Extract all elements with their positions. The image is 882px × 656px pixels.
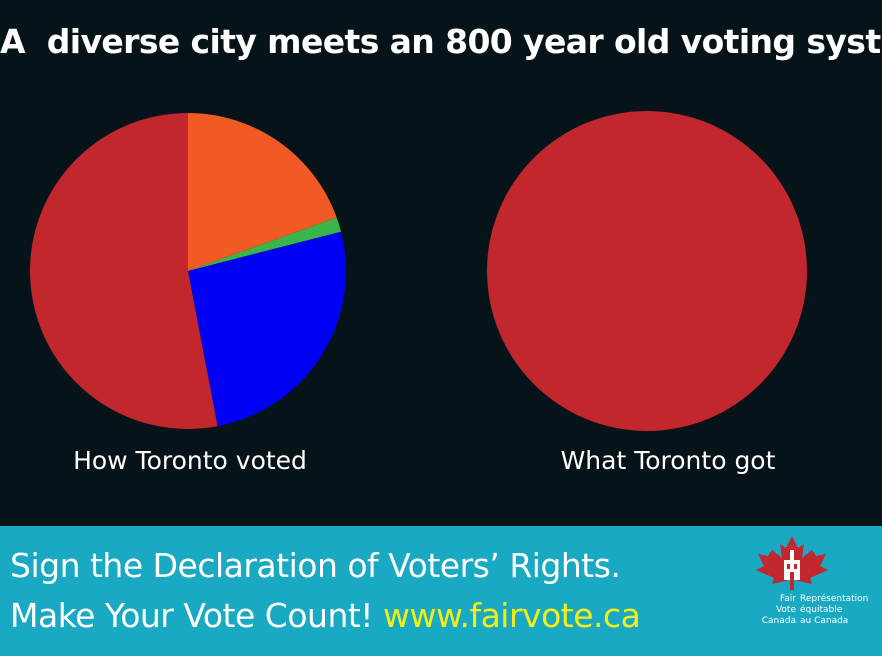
pie-slice xyxy=(188,217,342,271)
logo-en-line: Fair xyxy=(779,594,796,604)
pie-how-toronto-voted xyxy=(29,113,346,430)
page-title: A diverse city meets an 800 year old vot… xyxy=(0,22,882,61)
pie-slice xyxy=(188,113,337,271)
logo-en-line: Canada xyxy=(761,616,796,626)
pie-slice xyxy=(29,113,218,430)
pie-charts xyxy=(29,111,807,431)
pie-what-toronto-got xyxy=(487,111,807,431)
call-to-action-banner: Sign the Declaration of Voters’ Rights. … xyxy=(0,526,882,656)
caption-how-toronto-voted: How Toronto voted xyxy=(73,446,307,475)
logo-fr-line: équitable xyxy=(800,605,843,615)
logo-text-english: Fair Vote Canada xyxy=(756,594,796,627)
logo-fr-line: Représentation xyxy=(800,594,869,604)
logo-fr-line: au Canada xyxy=(800,616,849,626)
declaration-text: Sign the Declaration of Voters’ Rights. xyxy=(10,546,621,585)
logo-text-french: Représentation équitable au Canada xyxy=(800,594,878,627)
logo-en-line: Vote xyxy=(775,605,796,615)
vote-count-text: Make Your Vote Count! xyxy=(10,596,374,635)
caption-what-toronto-got: What Toronto got xyxy=(560,446,776,475)
pie-slice xyxy=(487,111,807,431)
pie-slice xyxy=(188,231,346,427)
vote-count-line: Make Your Vote Count! www.fairvote.ca xyxy=(10,596,641,635)
fairvote-link[interactable]: www.fairvote.ca xyxy=(383,596,641,635)
fair-vote-canada-logo: Fair Vote Canada Représentation équitabl… xyxy=(752,534,878,652)
maple-leaf-parliament-icon xyxy=(756,536,828,590)
